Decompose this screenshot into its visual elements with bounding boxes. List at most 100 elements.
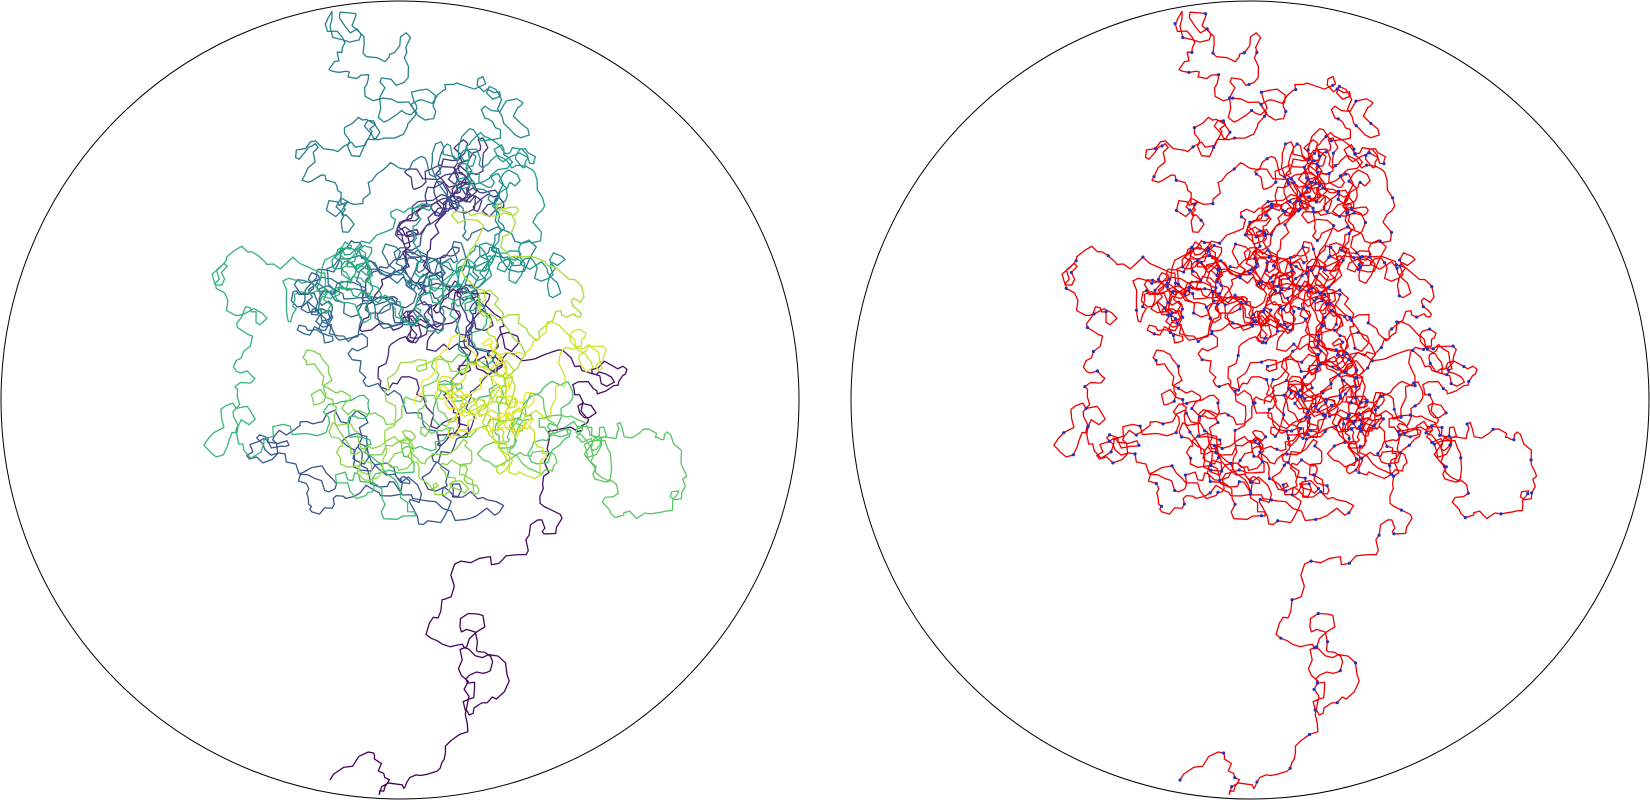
walk-segment	[425, 556, 510, 716]
walk-sample	[1212, 443, 1217, 448]
walk-sample	[1312, 299, 1316, 303]
walk-sample	[1358, 180, 1362, 185]
walk-sample	[1395, 320, 1399, 324]
walk-sample	[1324, 397, 1328, 401]
walk-sample	[1281, 307, 1286, 311]
walk-sample	[1276, 519, 1280, 523]
walk-sample	[1358, 265, 1363, 269]
walk-sample	[1258, 244, 1262, 248]
walk-sample	[1383, 261, 1387, 265]
walk-sample	[1152, 174, 1156, 179]
walk-sample	[1248, 492, 1252, 496]
walk-sample	[1372, 423, 1376, 428]
walk-segment	[394, 182, 489, 245]
walk-sample	[1069, 270, 1073, 275]
walk-sample	[1334, 322, 1338, 326]
walk-segment	[296, 280, 376, 344]
walk-sample	[1209, 468, 1213, 472]
walk-sample	[1206, 249, 1210, 253]
walk-sample	[1187, 208, 1192, 212]
walk-sample	[1324, 401, 1328, 405]
walk-sample	[1284, 489, 1288, 493]
walk-sample	[1338, 293, 1342, 297]
walk-sample	[1303, 317, 1308, 321]
walk-sample	[1226, 413, 1230, 417]
walk-sample	[1133, 452, 1137, 456]
walk-sample	[1358, 412, 1362, 417]
walk-sample	[1376, 405, 1380, 409]
walk-segment	[211, 245, 332, 353]
walk-sample	[1220, 469, 1224, 473]
walk-segment	[304, 70, 418, 158]
walk-sample	[1279, 636, 1283, 640]
walk-sample	[1286, 436, 1291, 440]
walk-sample	[1378, 239, 1382, 243]
walk-sample	[1313, 708, 1317, 712]
walk-sample	[1338, 669, 1342, 673]
walk-sample	[1427, 393, 1432, 397]
walk-sample	[1253, 256, 1257, 261]
walk-sample	[1219, 283, 1223, 287]
walk-sample	[1347, 436, 1351, 441]
walk-sample	[1273, 434, 1277, 438]
walk-sample	[1338, 393, 1342, 398]
walk-segment	[294, 143, 418, 233]
walk-sample	[1218, 291, 1222, 296]
walk-sample	[1357, 470, 1361, 475]
walk-sample	[1309, 180, 1314, 185]
walk-sample	[1276, 284, 1281, 288]
walk-sample	[1208, 491, 1212, 495]
walk-sample	[1261, 310, 1265, 314]
walk-sample	[1379, 345, 1383, 350]
walk-sample	[1467, 379, 1471, 384]
walk-sample	[1208, 316, 1212, 321]
walk-sample	[1183, 473, 1188, 477]
walk-segment	[387, 429, 480, 495]
walk-sample	[1333, 328, 1337, 332]
walk-sample	[1314, 517, 1318, 522]
walk-sample	[1356, 330, 1360, 335]
walk-sample	[1298, 388, 1302, 392]
walk-sample	[1307, 158, 1311, 162]
walk-sample	[1391, 196, 1395, 200]
walk-sample	[1349, 427, 1354, 431]
walk-sample	[1216, 302, 1220, 306]
walk-sample	[1173, 281, 1178, 285]
walk-sample	[1343, 172, 1348, 176]
walk-sample	[1338, 288, 1342, 292]
walk-sample	[1174, 431, 1178, 435]
walk-sample	[1389, 230, 1394, 234]
walk-segment	[413, 333, 535, 433]
walk-sample	[1208, 479, 1212, 484]
walk-sample	[1250, 108, 1254, 113]
walk-sample	[1216, 490, 1220, 494]
walk-segment	[494, 202, 585, 342]
walk-sample	[1253, 439, 1257, 443]
walk-sample	[1316, 486, 1321, 491]
walk-segment	[590, 421, 688, 520]
walk-sample	[1300, 394, 1304, 398]
walk-sample	[1210, 329, 1214, 333]
walk-sample	[1259, 514, 1264, 518]
walk-sample	[1275, 447, 1279, 451]
walk-sample	[1237, 468, 1241, 472]
walk-sample	[1313, 151, 1317, 155]
walk-sample	[1253, 401, 1257, 405]
walk-sample	[1212, 145, 1216, 149]
walk-sample	[1108, 433, 1112, 437]
walk-sample	[1306, 186, 1310, 190]
walk-segment	[477, 371, 552, 480]
walk-sample	[1183, 293, 1187, 297]
walk-sample	[1214, 450, 1218, 455]
walk-sample	[1312, 646, 1317, 650]
walk-sample	[1282, 393, 1286, 397]
walk-sample	[1236, 388, 1241, 392]
walk-sample	[1206, 246, 1211, 250]
walk-sample	[1388, 464, 1392, 468]
walk-sample	[1256, 282, 1261, 286]
walk-sample	[1232, 136, 1237, 140]
walk-sample	[1354, 369, 1358, 373]
walk-sample	[1298, 199, 1302, 204]
walk-sample	[1337, 373, 1341, 377]
